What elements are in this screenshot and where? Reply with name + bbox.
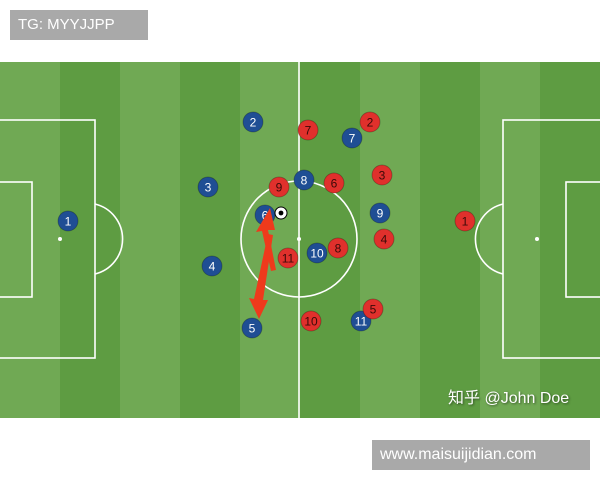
center-spot [297,237,301,241]
pitch-stripe [420,62,480,418]
pitch-stripe [300,62,360,418]
svg-text:1: 1 [462,215,469,229]
svg-text:7: 7 [349,132,356,146]
pitch-stripe [540,62,600,418]
right-penalty-box [502,119,600,359]
svg-text:5: 5 [370,303,377,317]
pass-arrows [249,208,276,319]
pitch-stripe [180,62,240,418]
blue-player-9: 9 [369,202,391,224]
right-penalty-spot [535,237,539,241]
svg-text:2: 2 [250,116,257,130]
right-penalty-arc [474,203,504,275]
pitch-stripe [0,62,60,418]
pitch-stripe [120,62,180,418]
red-player-8: 8 [327,237,349,259]
svg-text:10: 10 [304,315,318,329]
pitch-lines [0,62,600,418]
svg-text:1: 1 [65,215,72,229]
left-penalty-arc [94,203,124,275]
blue-player-10: 10 [306,242,328,264]
top-watermark: TG: MYYJJPP [10,10,148,40]
right-goal-area [565,181,600,298]
svg-text:9: 9 [377,207,384,221]
svg-text:8: 8 [301,174,308,188]
author-credit: 知乎 @John Doe [448,390,570,407]
blue-player-1: 1 [57,210,79,232]
red-player-10: 10 [300,310,322,332]
soccer-ball-icon [274,206,288,220]
pitch-stripe [480,62,540,418]
left-goal-area [0,181,33,298]
blue-player-2: 2 [242,111,264,133]
svg-text:11: 11 [355,315,368,329]
svg-text:8: 8 [335,242,342,256]
svg-text:6: 6 [262,209,269,223]
red-player-11: 11 [277,247,299,269]
svg-text:7: 7 [305,124,312,138]
left-penalty-box [0,119,96,359]
svg-text:4: 4 [381,233,388,247]
red-player-7: 7 [297,119,319,141]
svg-text:6: 6 [331,177,338,191]
red-player-1: 1 [454,210,476,232]
svg-text:3: 3 [205,181,212,195]
svg-text:10: 10 [310,247,324,261]
svg-text:9: 9 [276,181,283,195]
red-player-9: 9 [268,176,290,198]
red-player-3: 3 [371,164,393,186]
bottom-watermark: www.maisuijidian.com [372,440,590,470]
red-player-6: 6 [323,172,345,194]
red-player-4: 4 [373,228,395,250]
svg-text:5: 5 [249,322,256,336]
svg-text:2: 2 [367,116,374,130]
blue-player-4: 4 [201,255,223,277]
svg-text:4: 4 [209,260,216,274]
blue-player-5: 5 [241,317,263,339]
pass-arrow-down [249,234,273,319]
blue-player-8: 8 [293,169,315,191]
left-penalty-spot [58,237,62,241]
blue-player-7: 7 [341,127,363,149]
pass-arrow-up [256,208,276,271]
svg-text:3: 3 [379,169,386,183]
pitch-stripe [60,62,120,418]
red-player-2: 2 [359,111,381,133]
svg-text:11: 11 [282,252,295,266]
red-player-5: 5 [362,298,384,320]
blue-player-3: 3 [197,176,219,198]
